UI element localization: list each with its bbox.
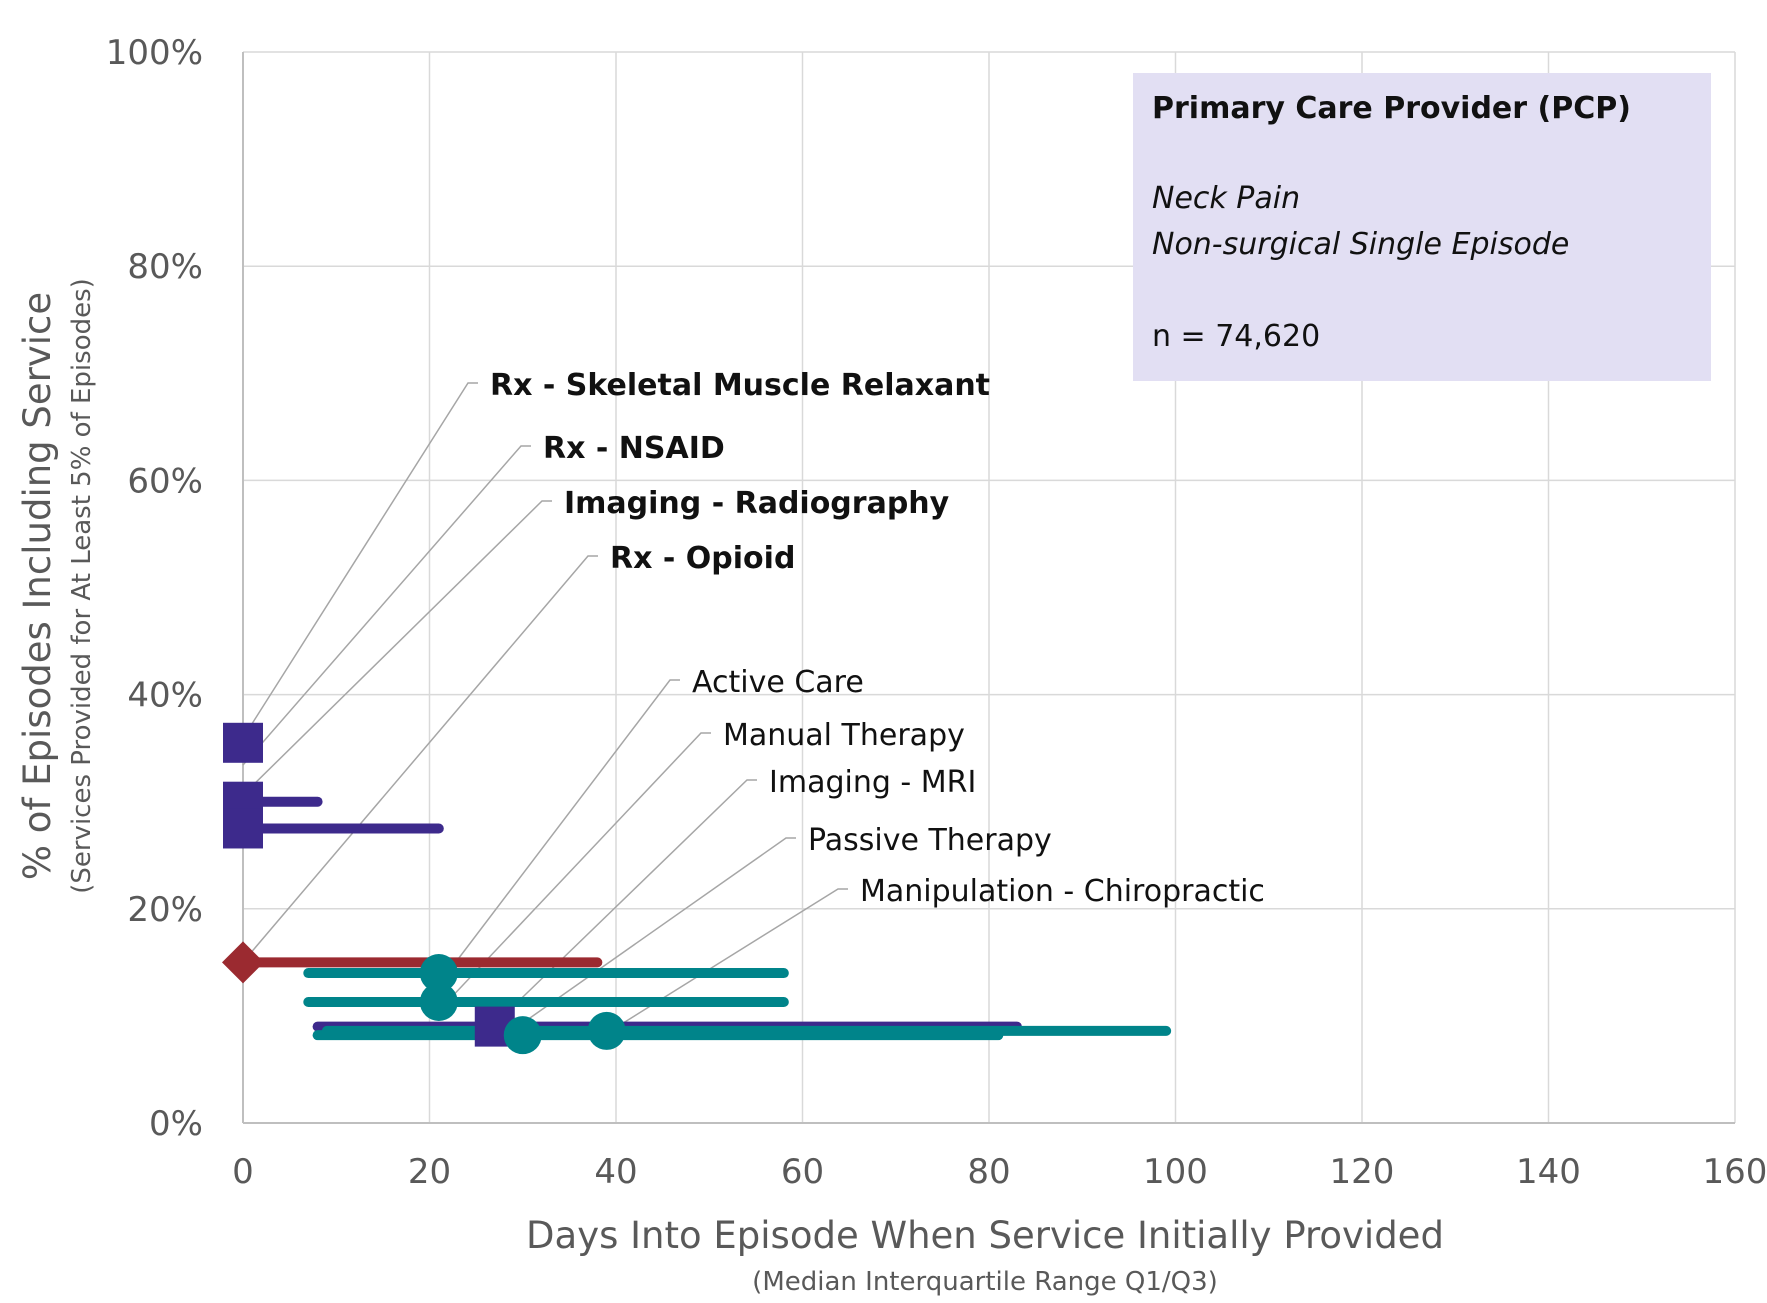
y-tick-label: 80% [127, 247, 203, 287]
leader-line [242, 382, 478, 739]
median-square-marker [223, 808, 263, 849]
x-tick-label: 100 [1143, 1152, 1208, 1192]
x-tick-label: 20 [408, 1152, 451, 1192]
info-box-title: Primary Care Provider (PCP) [1152, 91, 1631, 126]
leader-line [445, 679, 680, 976]
y-tick-label: 40% [127, 676, 203, 716]
leader-line [495, 779, 757, 1024]
y-tick-label: 60% [127, 461, 203, 501]
series-label: Passive Therapy [808, 823, 1052, 858]
x-axis-subtitle: (Median Interquartile Range Q1/Q3) [752, 1267, 1218, 1297]
series-labels: Rx - Skeletal Muscle Relaxant Rx - NSAID I… [490, 368, 1265, 909]
median-circle-marker [503, 1016, 542, 1055]
leader-line [509, 837, 796, 1033]
y-tick-label: 20% [127, 890, 203, 930]
median-circle-marker [419, 954, 458, 993]
y-axis-subtitle: (Services Provided for At Least 5% of Ep… [67, 278, 97, 894]
x-axis-title: Days Into Episode When Service Initially… [526, 1214, 1444, 1257]
info-box-background [1133, 73, 1711, 381]
series-label: Imaging - MRI [769, 765, 976, 800]
data-marks [222, 722, 1172, 1055]
info-box-line1: Neck Pain [1152, 181, 1300, 216]
info-box-line2: Non-surgical Single Episode [1152, 227, 1569, 262]
x-tick-label: 60 [781, 1152, 824, 1192]
x-tick-label: 40 [594, 1152, 637, 1192]
series-label: Manipulation - Chiropractic [860, 874, 1265, 909]
x-tick-label: 140 [1516, 1152, 1581, 1192]
series-label: Active Care [692, 665, 864, 700]
y-axis-title: % of Episodes Including Service [16, 292, 59, 880]
y-tick-label: 100% [106, 33, 203, 73]
series-label: Rx - NSAID [543, 431, 725, 466]
info-box-n: n = 74,620 [1152, 319, 1320, 354]
y-tick-label: 0% [149, 1104, 203, 1144]
series-label: Manual Therapy [723, 718, 965, 753]
leader-line [242, 555, 598, 963]
leader-line [611, 888, 848, 1031]
series-label: Rx - Skeletal Muscle Relaxant [490, 368, 990, 403]
leader-line [242, 500, 552, 796]
series-label: Imaging - Radiography [564, 486, 950, 521]
x-tick-label: 0 [232, 1152, 254, 1192]
info-box: Primary Care Provider (PCP) Neck Pain No… [1133, 73, 1711, 381]
median-diamond-marker [222, 941, 264, 984]
x-tick-label: 160 [1703, 1152, 1767, 1192]
series-label: Rx - Opioid [610, 541, 795, 576]
x-tick-label: 120 [1330, 1152, 1395, 1192]
tick-labels: 0 20 40 60 80 100 120 140 160 0% 20% 40% 60% 80% 100% [106, 33, 1767, 1192]
median-square-marker [223, 722, 263, 763]
leader-line [242, 445, 531, 766]
median-circle-marker [587, 1011, 626, 1050]
x-tick-label: 80 [967, 1152, 1010, 1192]
leader-line [445, 732, 711, 1004]
median-circle-marker [419, 982, 458, 1021]
